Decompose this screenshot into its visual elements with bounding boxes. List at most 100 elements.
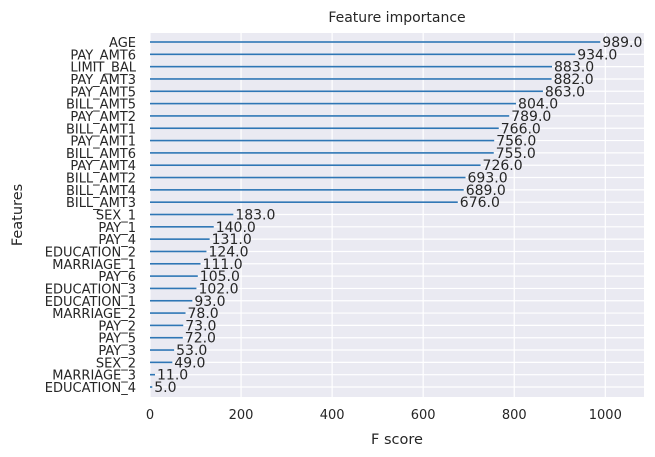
bar-value-label: 11.0 xyxy=(157,368,188,384)
x-tick-label: 400 xyxy=(320,408,345,423)
bar xyxy=(150,349,175,351)
y-tick-label: PAY_AMT4 xyxy=(70,159,136,174)
bar xyxy=(150,238,210,240)
chart-title: Feature importance xyxy=(328,10,465,26)
y-tick-label: PAY_2 xyxy=(98,319,136,334)
bar-value-label: 5.0 xyxy=(154,380,176,396)
bar xyxy=(150,287,197,290)
bar xyxy=(150,299,193,302)
bar-value-label: 883.0 xyxy=(554,60,594,76)
bar-value-label: 102.0 xyxy=(198,281,238,297)
y-tick-label: PAY_1 xyxy=(98,221,136,236)
bar xyxy=(150,275,198,277)
y-tick-label: EDUCATION_2 xyxy=(45,245,136,260)
bar xyxy=(150,213,234,216)
y-tick-label: BILL_AMT3 xyxy=(66,196,136,211)
y-tick-label: EDUCATION_1 xyxy=(45,295,136,310)
x-axis-label: F score xyxy=(371,432,423,448)
y-tick-label: PAY_AMT6 xyxy=(70,48,136,63)
bar xyxy=(150,373,156,376)
bar xyxy=(150,102,517,105)
y-tick-label: PAY_5 xyxy=(98,332,136,347)
x-tick-label: 1000 xyxy=(589,408,622,423)
y-tick-label: MARRIAGE_2 xyxy=(52,307,136,322)
bar xyxy=(150,312,186,314)
bar-value-label: 689.0 xyxy=(466,183,506,199)
bar xyxy=(150,152,494,154)
bar-value-label: 989.0 xyxy=(602,35,642,51)
bar xyxy=(150,78,552,80)
bar xyxy=(150,226,214,228)
bar xyxy=(150,262,201,265)
y-tick-label: EDUCATION_4 xyxy=(45,381,136,396)
bar-value-label: 49.0 xyxy=(174,355,205,371)
bar-value-label: 766.0 xyxy=(501,121,541,137)
bar-value-label: 53.0 xyxy=(176,343,207,359)
x-tick-label: 800 xyxy=(502,408,527,423)
bar xyxy=(150,139,495,142)
bar-value-label: 183.0 xyxy=(235,208,275,224)
bar-value-label: 124.0 xyxy=(208,244,248,260)
y-tick-label: BILL_AMT2 xyxy=(66,172,136,187)
bar-value-label: 756.0 xyxy=(496,134,536,150)
y-tick-label: BILL_AMT1 xyxy=(66,122,136,137)
y-tick-label: PAY_AMT1 xyxy=(70,135,136,150)
bar xyxy=(150,176,466,179)
bar xyxy=(150,53,576,56)
y-tick-label: PAY_AMT5 xyxy=(70,85,136,100)
y-tick-label: MARRIAGE_1 xyxy=(52,258,136,273)
bar xyxy=(150,164,481,167)
y-tick-label: PAY_3 xyxy=(98,344,136,359)
bar xyxy=(150,90,543,93)
bar xyxy=(150,115,510,117)
x-tick-label: 0 xyxy=(146,408,154,423)
bar-value-label: 78.0 xyxy=(188,306,219,322)
y-tick-label: BILL_AMT6 xyxy=(66,147,136,162)
bar xyxy=(150,386,153,388)
y-tick-label: BILL_AMT5 xyxy=(66,98,136,113)
bar-value-label: 882.0 xyxy=(554,72,594,88)
bar-value-label: 755.0 xyxy=(496,146,536,162)
bar-value-label: 693.0 xyxy=(468,171,508,187)
bar-value-label: 726.0 xyxy=(483,158,523,174)
bar xyxy=(150,201,458,203)
y-tick-label: PAY_4 xyxy=(98,233,136,248)
y-tick-label: SEX_1 xyxy=(96,209,136,224)
bar xyxy=(150,361,173,364)
bar xyxy=(150,127,499,130)
x-tick-labels: 0 200 400 600 800 1000 xyxy=(146,408,622,423)
bar-value-labels: 989.0934.0883.0882.0863.0804.0789.0766.0… xyxy=(154,35,642,396)
y-tick-label: LIMIT_BAL xyxy=(70,61,136,76)
bar-value-label: 804.0 xyxy=(518,97,558,113)
bar-value-label: 789.0 xyxy=(511,109,551,125)
bar-value-label: 111.0 xyxy=(203,257,243,273)
y-tick-label: AGE xyxy=(109,36,136,51)
y-tick-label: PAY_AMT3 xyxy=(70,73,136,88)
bar-value-label: 105.0 xyxy=(200,269,240,285)
bar xyxy=(150,41,601,43)
x-tick-label: 200 xyxy=(229,408,254,423)
y-tick-label: MARRIAGE_3 xyxy=(52,369,136,384)
bar xyxy=(150,250,207,253)
bar xyxy=(150,324,184,327)
bar-value-label: 934.0 xyxy=(577,47,617,63)
y-tick-label: EDUCATION_3 xyxy=(45,282,136,297)
bar-value-label: 140.0 xyxy=(216,220,256,236)
bar-value-label: 676.0 xyxy=(460,195,500,211)
bar xyxy=(150,189,464,191)
bar-value-label: 93.0 xyxy=(194,294,225,310)
bar xyxy=(150,65,553,68)
y-axis-label: Features xyxy=(10,184,26,246)
bars xyxy=(150,41,601,388)
y-tick-label: BILL_AMT4 xyxy=(66,184,136,199)
y-tick-label: PAY_6 xyxy=(98,270,136,285)
bar-value-label: 131.0 xyxy=(212,232,252,248)
y-tick-labels: AGEPAY_AMT6LIMIT_BALPAY_AMT3PAY_AMT5BILL… xyxy=(45,36,137,396)
x-tick-label: 600 xyxy=(411,408,436,423)
bar-value-label: 72.0 xyxy=(185,331,216,347)
y-tick-label: PAY_AMT2 xyxy=(70,110,136,125)
bar-value-label: 73.0 xyxy=(185,318,216,334)
y-tick-label: SEX_2 xyxy=(96,356,136,371)
bar xyxy=(150,336,183,339)
